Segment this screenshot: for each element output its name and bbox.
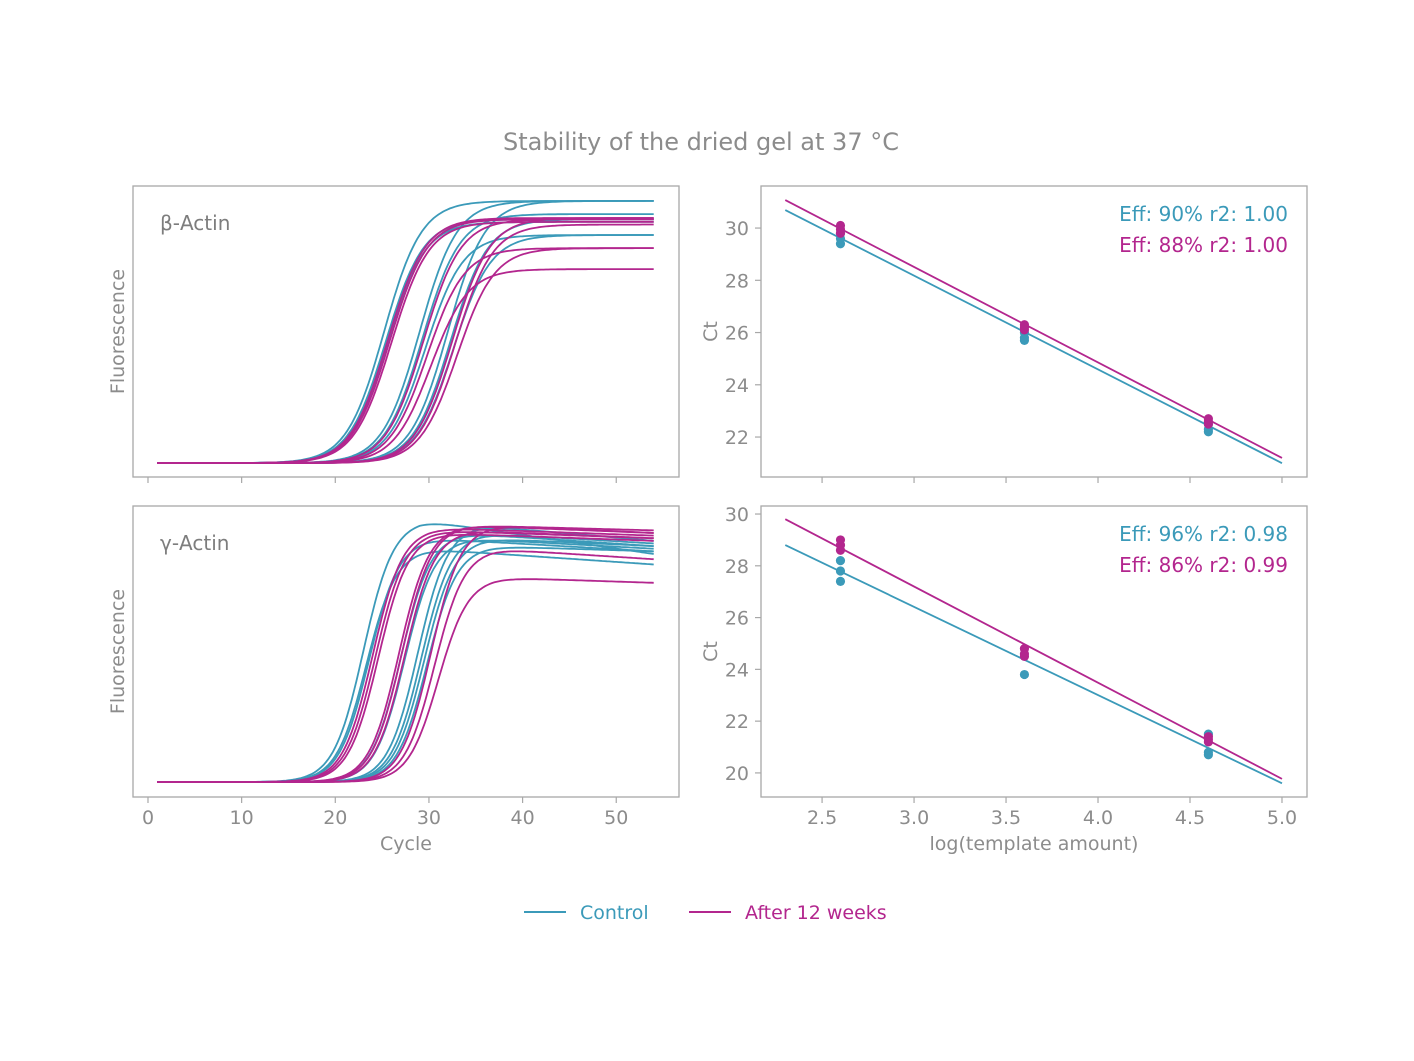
data-point-after (835, 545, 846, 555)
y-tick-label: 22 (725, 711, 749, 733)
panel-3: 0 10 20 30 40 50 Fluorescence Cycle γ-Actin (107, 505, 680, 855)
amplification-curve-after (157, 247, 654, 464)
panel-label: γ-Actin (160, 531, 229, 555)
x-tick-label: 10 (230, 807, 254, 829)
efficiency-annotation-after: Eff: 88% r2: 1.00 (1119, 233, 1288, 257)
y-tick-label: 24 (725, 659, 749, 681)
data-point-after (1203, 414, 1213, 424)
x-tick-label: 50 (604, 807, 628, 829)
y-tick-label: 22 (725, 427, 749, 449)
y-axis-label: Fluorescence (107, 269, 129, 394)
data-point-control (1019, 669, 1030, 680)
x-tick-label: 4.0 (1083, 807, 1113, 829)
x-tick-label: 2.5 (807, 807, 837, 829)
fit-line-after (784, 518, 1283, 780)
data-point-after (1019, 651, 1030, 662)
efficiency-annotation-control: Eff: 90% r2: 1.00 (1119, 202, 1288, 226)
y-tick-label: 26 (725, 608, 749, 630)
x-axis-label: log(template amount) (930, 833, 1139, 855)
x-tick-label: 40 (511, 807, 535, 829)
y-tick-label: 28 (725, 270, 749, 292)
data-point-after (835, 220, 846, 231)
x-tick-label: 0 (142, 807, 154, 829)
y-tick-label: 30 (725, 218, 749, 240)
x-axis-label: Cycle (380, 833, 432, 855)
efficiency-annotation-control: Eff: 96% r2: 0.98 (1119, 522, 1288, 546)
fit-line-after (784, 199, 1283, 459)
data-point-control (835, 566, 846, 576)
panel-1: Fluorescence β-Actin (107, 185, 680, 483)
fit-line-control (784, 209, 1283, 464)
amplification-curve-after (157, 578, 654, 783)
legend: Control After 12 weeks (524, 902, 887, 924)
efficiency-annotation-after: Eff: 86% r2: 0.99 (1119, 553, 1288, 577)
x-tick-label: 20 (323, 807, 347, 829)
data-point-control (835, 576, 846, 586)
y-tick-label: 24 (725, 375, 749, 397)
fit-line-control (784, 544, 1283, 785)
x-tick-label: 30 (417, 807, 441, 829)
panel-label: β-Actin (160, 211, 230, 235)
y-axis-label: Fluorescence (107, 589, 129, 714)
x-tick-label: 3.5 (991, 807, 1021, 829)
y-tick-label: 20 (725, 763, 749, 785)
y-tick-label: 30 (725, 504, 749, 526)
y-axis-label: Ct (700, 321, 722, 342)
y-axis-label: Ct (700, 641, 722, 662)
data-point-control (1203, 747, 1213, 757)
y-tick-label: 26 (725, 323, 749, 345)
data-point-after (1203, 737, 1213, 747)
legend-label-after: After 12 weeks (745, 902, 887, 924)
figure-title: Stability of the dried gel at 37 °C (503, 128, 899, 156)
data-point-after (1019, 320, 1030, 330)
panel-2: 22 24 26 28 30 Ct Eff: 90% r2: 1.00 Eff: 88% r2… (700, 185, 1308, 483)
x-tick-label: 3.0 (899, 807, 929, 829)
y-tick-label: 28 (725, 556, 749, 578)
x-tick-label: 5.0 (1267, 807, 1297, 829)
panel-4: 2.5 3.0 3.5 4.0 4.5 5.0 20 22 24 26 28 30 Ct log(temp… (700, 504, 1308, 855)
legend-label-control: Control (580, 902, 649, 924)
data-point-control (835, 556, 846, 566)
x-tick-label: 4.5 (1175, 807, 1205, 829)
